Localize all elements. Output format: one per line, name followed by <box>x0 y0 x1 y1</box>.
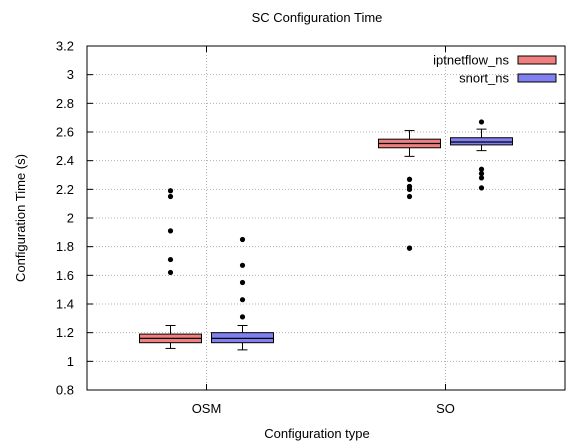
box-snort_ns-OSM <box>211 236 274 351</box>
outlier-point <box>239 314 246 320</box>
box-snort_ns-SO <box>450 119 513 191</box>
outlier-point <box>406 186 413 192</box>
outlier-point <box>478 185 485 191</box>
box <box>211 332 274 344</box>
y-tick-label: 3 <box>67 67 74 82</box>
box-iptnetflow_ns-OSM <box>139 188 202 349</box>
y-axis-label: Configuration Time (s) <box>13 154 28 282</box>
outlier-point <box>167 256 174 263</box>
legend-label: iptnetflow_ns <box>433 53 509 68</box>
y-tick-label: 3.2 <box>56 39 74 54</box>
outlier-point <box>406 245 413 251</box>
outlier-point <box>167 269 174 276</box>
y-tick-label: 2 <box>67 211 74 226</box>
outlier-point <box>239 262 246 268</box>
outlier-point <box>478 119 485 125</box>
outlier-point <box>167 193 174 200</box>
outlier-point <box>239 297 246 303</box>
plot-frame <box>86 45 566 391</box>
outlier-point <box>478 170 485 177</box>
y-tick-label: 1.2 <box>56 325 74 340</box>
legend-swatch <box>517 55 557 65</box>
x-ticks: OSM SO <box>192 46 455 416</box>
outlier-point <box>167 188 174 194</box>
y-tick-label: 2.8 <box>56 96 74 111</box>
x-axis-label: Configuration type <box>264 426 370 441</box>
y-tick-label: 1.6 <box>56 268 74 283</box>
outlier-point <box>478 166 485 172</box>
y-tick-label: 0.8 <box>56 383 74 398</box>
outlier-point <box>406 176 413 182</box>
y-tick-label: 2.4 <box>56 153 74 168</box>
x-tick-label: OSM <box>192 401 222 416</box>
legend-swatch <box>517 73 557 83</box>
y-tick-label: 2.2 <box>56 182 74 197</box>
y-ticks: 0.8 1 1.2 1.4 1.6 1.8 2 2.2 2.4 2.6 2.8 3 3.2 <box>56 39 565 398</box>
outlier-point <box>239 279 246 286</box>
legend-label: snort_ns <box>459 71 509 86</box>
outlier-point <box>239 236 246 243</box>
box-iptnetflow_ns-SO <box>378 130 441 251</box>
legend: iptnetflow_ns snort_ns <box>433 53 557 86</box>
box <box>450 137 513 146</box>
outlier-point <box>406 193 413 200</box>
outlier-point <box>478 175 485 181</box>
y-tick-label: 2.6 <box>56 125 74 140</box>
grid <box>87 46 565 390</box>
boxes <box>139 119 513 351</box>
y-tick-label: 1.4 <box>56 297 74 312</box>
x-tick-label: SO <box>436 401 455 416</box>
chart-title: SC Configuration Time <box>252 10 383 25</box>
y-tick-label: 1.8 <box>56 239 74 254</box>
outlier-point <box>167 228 174 234</box>
y-tick-label: 1 <box>67 354 74 369</box>
